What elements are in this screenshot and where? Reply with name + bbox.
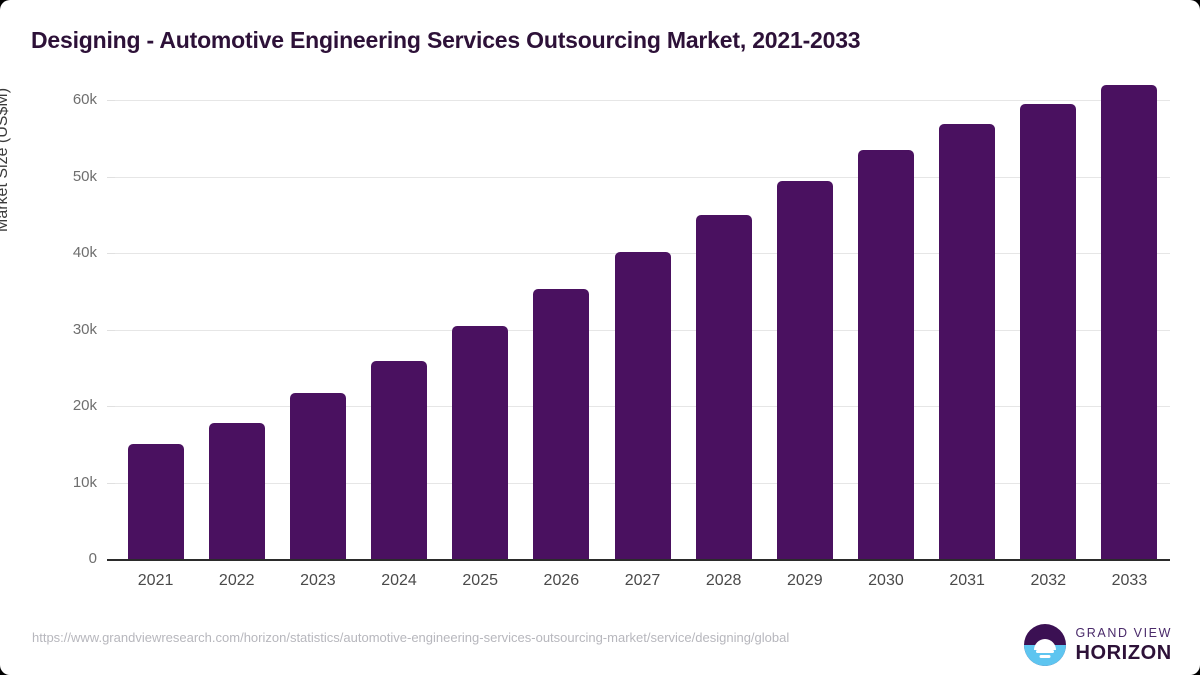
bar-slot (857, 100, 914, 559)
bar-2031[interactable] (939, 124, 996, 559)
bar-slot (371, 100, 428, 559)
y-axis-tick (107, 482, 115, 484)
x-axis-tick-label: 2026 (543, 572, 580, 589)
bar-2023[interactable] (289, 393, 346, 559)
bar-2024[interactable] (371, 360, 428, 559)
x-axis-tick-label: 2030 (868, 572, 904, 589)
page-title: Designing - Automotive Engineering Servi… (31, 27, 861, 53)
x-axis-origin-tick (107, 559, 115, 561)
bar-2022[interactable] (208, 422, 265, 559)
logo-ray-lower (1039, 655, 1051, 659)
x-axis-tick-label: 2027 (624, 572, 661, 589)
x-axis-tick-label: 2033 (1111, 572, 1148, 589)
logo-bottom-text: HORIZON (1075, 641, 1172, 664)
y-axis-tick-label: 60k (72, 91, 97, 108)
y-axis-title: Market Size (US$M) (0, 87, 11, 232)
y-axis-tick (107, 100, 115, 101)
y-axis-tick-label: 20k (72, 397, 97, 414)
bar-slot (127, 100, 184, 559)
bar-2021[interactable] (127, 444, 184, 559)
logo-top-text: GRAND VIEW (1075, 626, 1172, 641)
x-axis-tick-label: 2032 (1030, 572, 1067, 589)
gridline (107, 100, 1170, 101)
x-axis-tick-label: 2024 (381, 572, 417, 589)
bar-series (115, 85, 1170, 559)
x-axis-tick-label: 2023 (300, 572, 336, 589)
y-axis-tick (107, 253, 115, 254)
bar-slot (939, 100, 996, 559)
bar-2033[interactable] (1101, 85, 1158, 559)
bar-2026[interactable] (533, 288, 590, 559)
logo-dome-shape (1034, 639, 1057, 651)
y-axis-tick-label: 30k (72, 320, 97, 338)
bar-slot (614, 100, 671, 559)
bar-slot (1101, 85, 1158, 559)
logo-text: GRAND VIEW HORIZON (1075, 627, 1172, 663)
y-axis-tick (107, 176, 115, 178)
bar-slot (695, 100, 752, 559)
bar-slot (533, 100, 590, 559)
gridline (107, 176, 1170, 178)
logo-ray-upper (1036, 650, 1055, 654)
x-axis-tick-label: 2022 (218, 572, 255, 589)
x-axis-line (115, 559, 1170, 561)
bar-2027[interactable] (614, 252, 671, 559)
x-axis-tick-label: 2028 (705, 572, 742, 589)
y-axis-tick-label: 0 (88, 550, 97, 567)
grand-view-horizon-logo[interactable]: GRAND VIEW HORIZON (1024, 623, 1172, 667)
source-url[interactable]: https://www.grandviewresearch.com/horizo… (32, 630, 790, 645)
y-axis-tick (107, 329, 115, 331)
bar-2025[interactable] (452, 325, 509, 559)
x-axis-tick-label: 2025 (462, 572, 498, 589)
bar-slot (289, 100, 346, 559)
y-axis-tick (107, 406, 115, 407)
y-axis-tick-label: 10k (72, 473, 97, 491)
sunrise-circle-icon (1024, 624, 1067, 666)
bar-slot (452, 100, 509, 559)
bar-slot (1020, 100, 1077, 559)
bar-2032[interactable] (1020, 103, 1077, 559)
x-axis-tick-label: 2031 (949, 572, 985, 589)
y-axis-tick-label: 40k (72, 244, 97, 261)
y-axis-tick-label: 50k (72, 167, 97, 185)
bar-2028[interactable] (695, 214, 752, 559)
bar-slot (208, 100, 265, 559)
bar-slot (776, 100, 833, 559)
bar-2029[interactable] (776, 181, 833, 559)
x-axis-tick-label: 2029 (787, 572, 823, 589)
bar-2030[interactable] (857, 149, 914, 559)
x-axis-tick-label: 2021 (137, 572, 174, 589)
